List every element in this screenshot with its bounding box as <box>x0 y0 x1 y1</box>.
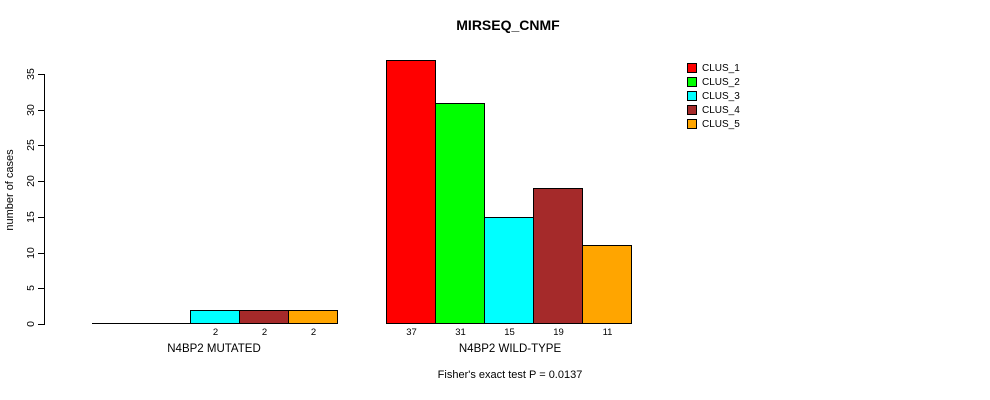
y-axis-tick-label: 10 <box>25 246 37 259</box>
y-axis-tick <box>38 216 44 218</box>
legend-item: CLUS_1 <box>687 61 740 75</box>
y-axis-tick <box>38 145 44 147</box>
legend-label: CLUS_5 <box>702 118 740 130</box>
legend-swatch <box>687 91 697 101</box>
legend-swatch <box>687 77 697 87</box>
y-axis-tick <box>38 74 44 75</box>
bar-clus_1 <box>386 60 436 324</box>
bar-value-label: 37 <box>406 327 417 338</box>
legend-swatch <box>687 119 697 129</box>
y-axis-tick-label: 30 <box>25 103 37 116</box>
y-axis-tick-label: 0 <box>25 321 37 327</box>
chart-title: MIRSEQ_CNMF <box>456 17 560 33</box>
legend-item: CLUS_5 <box>687 117 740 131</box>
y-axis-line <box>44 74 45 325</box>
bar-clus_5 <box>288 310 338 324</box>
y-axis-tick-label: 20 <box>25 175 37 187</box>
bar-value-label: 2 <box>310 327 317 338</box>
legend: CLUS_1 CLUS_2 CLUS_3 CLUS_4 CLUS_5 <box>687 61 740 131</box>
bar-value-label: 15 <box>504 327 515 338</box>
legend-label: CLUS_3 <box>702 90 740 102</box>
bar-clus_2-zero <box>141 323 191 324</box>
y-axis-tick <box>38 324 44 325</box>
bar-value-label: 31 <box>455 327 466 338</box>
legend-item: CLUS_3 <box>687 89 740 103</box>
bar-value-label: 2 <box>261 327 268 338</box>
legend-label: CLUS_1 <box>702 62 740 74</box>
y-axis-tick <box>38 181 44 183</box>
bar-clus_2 <box>435 103 485 324</box>
footnote-pvalue: Fisher's exact test P = 0.0137 <box>437 369 583 381</box>
legend-swatch <box>687 63 697 73</box>
bar-clus_5 <box>582 245 632 324</box>
group-label-mutated: N4BP2 MUTATED <box>167 343 261 355</box>
legend-label: CLUS_2 <box>702 76 740 88</box>
y-axis-tick-label: 25 <box>25 139 37 152</box>
bar-clus_4 <box>533 188 583 324</box>
bar-clus_1-zero <box>92 323 142 324</box>
bar-clus_3 <box>484 217 534 324</box>
bar-value-label: 2 <box>212 327 219 338</box>
legend-label: CLUS_4 <box>702 104 740 116</box>
y-axis-tick-label: 35 <box>25 68 37 80</box>
y-axis-tick <box>38 288 44 290</box>
y-axis-tick-label: 5 <box>25 285 37 292</box>
legend-item: CLUS_2 <box>687 75 740 89</box>
y-axis-label: number of cases <box>4 149 16 231</box>
legend-item: CLUS_4 <box>687 103 740 117</box>
y-axis-tick <box>38 252 44 254</box>
y-axis-tick-label: 15 <box>25 211 37 223</box>
y-axis-tick <box>38 109 44 111</box>
bar-clus_3 <box>190 310 240 324</box>
bar-value-label: 11 <box>602 327 613 338</box>
group-label-wildtype: N4BP2 WILD-TYPE <box>458 343 562 355</box>
bar-clus_4 <box>239 310 289 324</box>
legend-swatch <box>687 105 697 115</box>
bar-value-label: 19 <box>553 327 564 338</box>
